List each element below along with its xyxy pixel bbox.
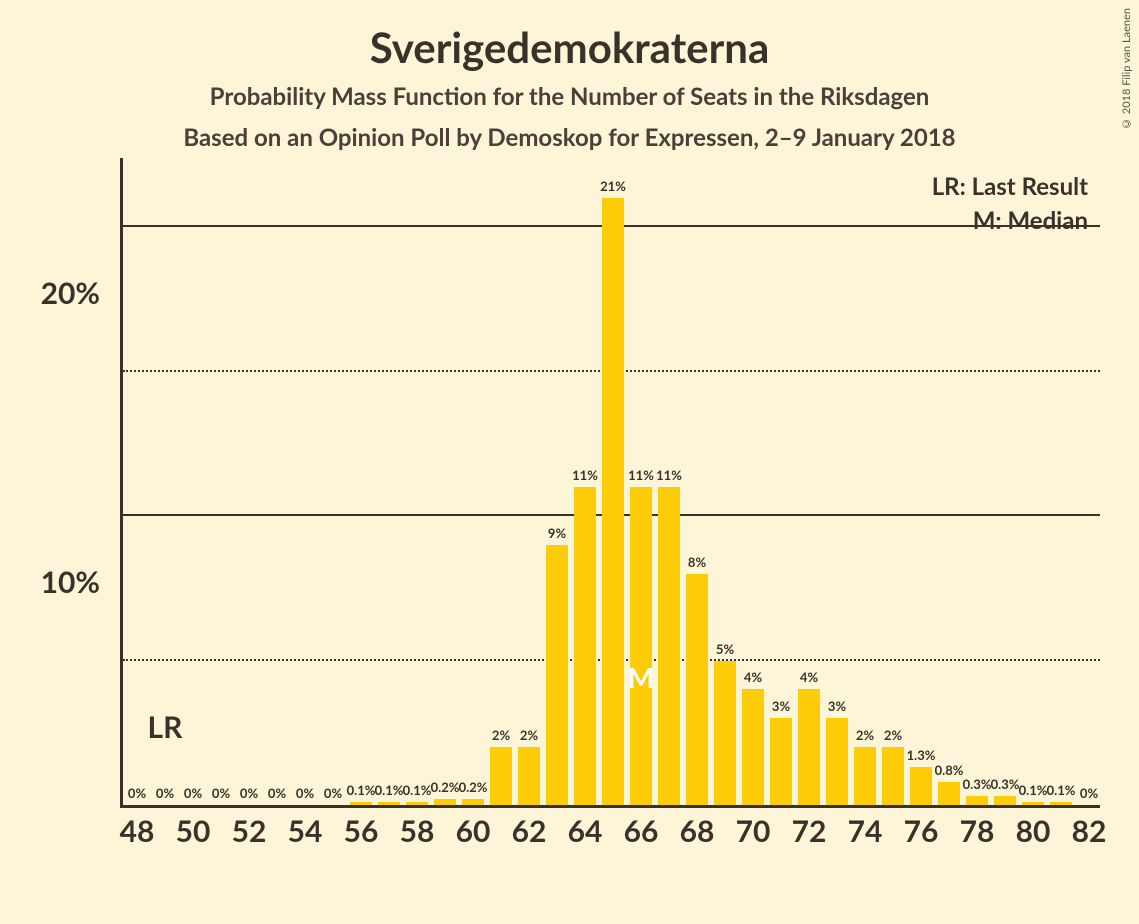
- x-axis-label: 50: [176, 813, 211, 849]
- bar: [378, 802, 401, 805]
- bar-value-label: 0%: [268, 785, 286, 801]
- bar-value-label: 0%: [324, 785, 342, 801]
- x-axis-label: 68: [680, 813, 715, 849]
- bar: [406, 802, 429, 805]
- x-axis-label: 74: [848, 813, 883, 849]
- bar-value-label: 8%: [688, 554, 706, 570]
- bar-value-label: 0.1%: [1047, 782, 1076, 798]
- x-axis-label: 54: [288, 813, 323, 849]
- last-result-marker: LR: [148, 709, 183, 745]
- bar: [938, 782, 961, 805]
- bar: [882, 747, 905, 805]
- bar-value-label: 0.2%: [459, 779, 488, 795]
- x-axis-label: 56: [344, 813, 379, 849]
- x-axis-label: 52: [232, 813, 267, 849]
- chart-plot: LR: Last Result M: Median 48 50 52 54 56 58 60…: [0, 158, 1139, 898]
- bar-value-label: 0%: [212, 785, 230, 801]
- bar-value-label: 0%: [296, 785, 314, 801]
- bar: [490, 747, 513, 805]
- bar-value-label: 0%: [184, 785, 202, 801]
- x-axis-label: 48: [120, 813, 155, 849]
- bar-value-label: 4%: [744, 669, 762, 685]
- x-axis-label: 72: [792, 813, 827, 849]
- bar: [546, 545, 569, 805]
- bar-value-label: 0%: [128, 785, 146, 801]
- bar-value-label: 21%: [600, 178, 626, 194]
- x-axis-label: 70: [736, 813, 771, 849]
- bar-value-label: 0%: [1080, 785, 1098, 801]
- bar: [910, 767, 933, 805]
- legend-median: M: Median: [973, 206, 1088, 235]
- x-axis-label: 76: [904, 813, 939, 849]
- chart-subtitle-2: Based on an Opinion Poll by Demoskop for…: [0, 123, 1139, 152]
- bar: [434, 799, 457, 805]
- bar: [714, 661, 737, 805]
- x-axis-label: 58: [400, 813, 435, 849]
- bar-value-label: 2%: [884, 727, 902, 743]
- bar-value-label: 0.1%: [1019, 782, 1048, 798]
- y-axis-label: 20%: [10, 275, 100, 365]
- median-marker: M: [628, 660, 654, 694]
- bar-value-label: 1.3%: [907, 747, 936, 763]
- bar-value-label: 11%: [628, 467, 654, 483]
- bar-value-label: 2%: [492, 727, 510, 743]
- chart-title: Sverigedemokraterna: [0, 0, 1139, 72]
- bar-value-label: 5%: [716, 641, 734, 657]
- x-axis-label: 82: [1072, 813, 1107, 849]
- x-axis-label: 66: [624, 813, 659, 849]
- bar-value-label: 11%: [572, 467, 598, 483]
- bar-value-label: 11%: [656, 467, 682, 483]
- bar-value-label: 2%: [520, 727, 538, 743]
- x-axis-label: 78: [960, 813, 995, 849]
- bar-value-label: 0%: [240, 785, 258, 801]
- bar: [1050, 802, 1073, 805]
- plot-area: LR: Last Result M: Median 48505254565860…: [120, 158, 1100, 808]
- bar: [826, 718, 849, 805]
- bar: [994, 796, 1017, 805]
- bar-value-label: 0.3%: [991, 776, 1020, 792]
- bar-value-label: 0.2%: [431, 779, 460, 795]
- bar-value-label: 9%: [548, 525, 566, 541]
- bar-value-label: 4%: [800, 669, 818, 685]
- legend-last-result: LR: Last Result: [932, 172, 1088, 201]
- bar-value-label: 0%: [156, 785, 174, 801]
- bar-value-label: 0.1%: [375, 782, 404, 798]
- bar: [462, 799, 485, 805]
- bar-value-label: 0.1%: [347, 782, 376, 798]
- x-axis-label: 80: [1016, 813, 1051, 849]
- bar: [630, 487, 653, 805]
- bar: [574, 487, 597, 805]
- bar: [966, 796, 989, 805]
- bar: [1022, 802, 1045, 805]
- bar-value-label: 0.8%: [935, 762, 964, 778]
- x-axis-label: 64: [568, 813, 603, 849]
- bar-value-label: 2%: [856, 727, 874, 743]
- x-axis-label: 62: [512, 813, 547, 849]
- bar-value-label: 3%: [772, 698, 790, 714]
- chart-subtitle-1: Probability Mass Function for the Number…: [0, 82, 1139, 111]
- bar: [770, 718, 793, 805]
- y-axis-label: 10%: [10, 564, 100, 654]
- bar-value-label: 0.3%: [963, 776, 992, 792]
- bar: [686, 574, 709, 805]
- bar: [602, 198, 625, 805]
- bar: [658, 487, 681, 805]
- bar: [798, 689, 821, 805]
- x-axis-label: 60: [456, 813, 491, 849]
- bar: [742, 689, 765, 805]
- bar: [518, 747, 541, 805]
- bar: [854, 747, 877, 805]
- bar-value-label: 0.1%: [403, 782, 432, 798]
- copyright-text: © 2018 Filip van Laenen: [1120, 8, 1133, 130]
- bar-value-label: 3%: [828, 698, 846, 714]
- bar: [350, 802, 373, 805]
